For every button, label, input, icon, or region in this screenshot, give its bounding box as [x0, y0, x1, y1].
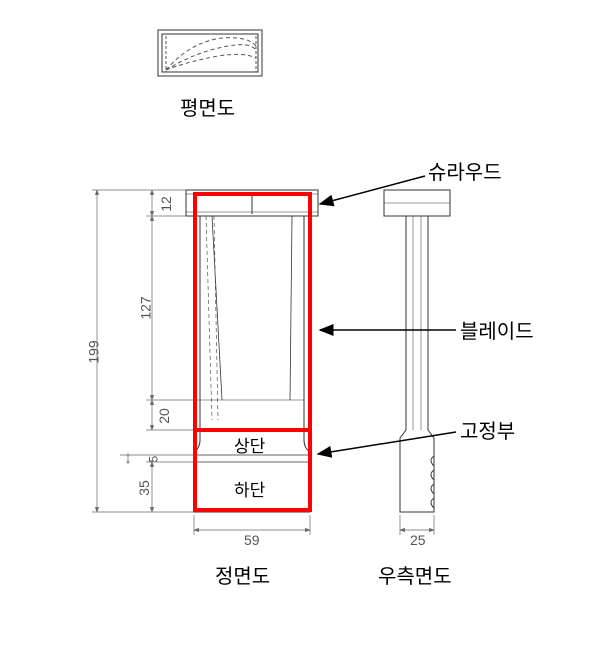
dim-inner-h: 5 [146, 456, 160, 463]
top-view-drawing [158, 30, 262, 76]
dim-shroud-h: 12 [158, 196, 174, 212]
diagram-canvas: 평면도 정면도 우측면도 슈라우드 블레이드 고정부 상단 하단 199 12 … [0, 0, 599, 646]
dim-blade-h: 127 [138, 296, 154, 319]
dim-lower-h: 35 [136, 480, 152, 496]
label-front-view: 정면도 [215, 560, 270, 589]
label-blade: 블레이드 [460, 315, 534, 344]
label-lower: 하단 [234, 476, 265, 501]
label-right-view: 우측면도 [378, 560, 452, 589]
right-view-drawing [384, 190, 450, 535]
dim-right-width: 25 [410, 532, 426, 548]
label-anchor: 고정부 [460, 415, 515, 444]
label-top-view: 평면도 [180, 92, 235, 121]
dim-total-height: 199 [86, 340, 102, 363]
dimension-lines-left [92, 190, 200, 512]
label-upper: 상단 [234, 432, 265, 457]
dim-gap-h: 20 [156, 408, 172, 424]
label-shroud: 슈라우드 [428, 156, 502, 185]
highlight-overlay [195, 194, 310, 510]
callout-arrows [318, 176, 456, 454]
dim-front-width: 59 [244, 532, 260, 548]
